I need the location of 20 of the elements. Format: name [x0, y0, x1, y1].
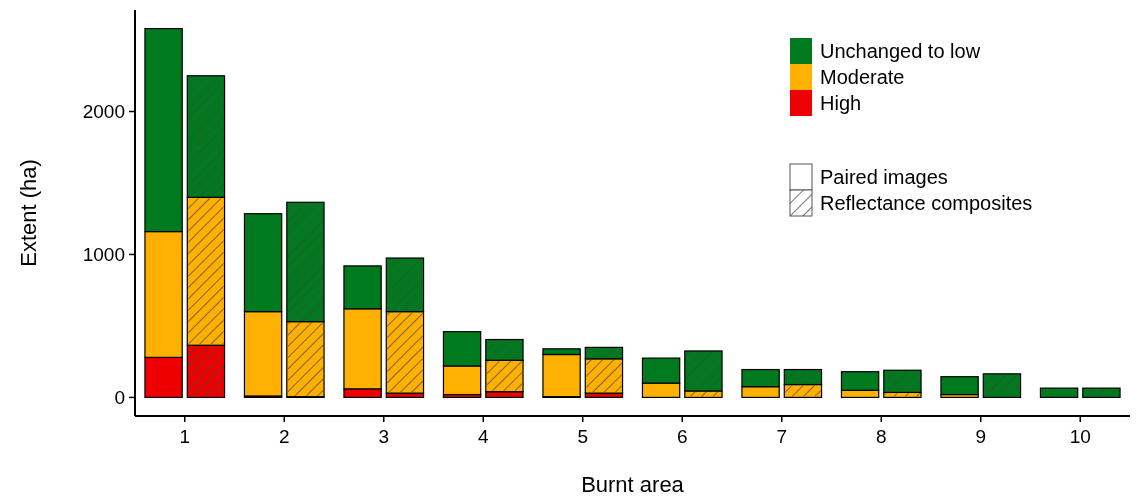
x-tick-label: 8 — [875, 426, 887, 447]
annotation: Paired images — [820, 166, 948, 188]
annotation: Reflectance composites — [820, 192, 1033, 214]
legend-label: Unchanged to low — [820, 40, 981, 62]
legend-label: High — [820, 92, 862, 114]
y-tick-label: 2000 — [82, 101, 125, 123]
x-tick-label: 3 — [378, 426, 390, 447]
x-tick-label: 9 — [975, 426, 987, 447]
y-tick-label: 0 — [114, 387, 125, 409]
x-tick-label: 2 — [278, 426, 290, 447]
x-tick-label: 6 — [676, 426, 688, 447]
y-tick-label: 1000 — [82, 244, 125, 266]
x-tick-label: 4 — [477, 426, 489, 447]
x-tick-label: 10 — [1069, 426, 1091, 447]
x-axis-title: Burnt area — [581, 472, 685, 497]
y-axis-title: Extent (ha) — [16, 159, 41, 267]
legend-label: Moderate — [820, 66, 905, 88]
x-tick-label: 5 — [577, 426, 589, 447]
x-tick-label: 1 — [179, 426, 191, 447]
x-tick-label: 7 — [776, 426, 788, 447]
